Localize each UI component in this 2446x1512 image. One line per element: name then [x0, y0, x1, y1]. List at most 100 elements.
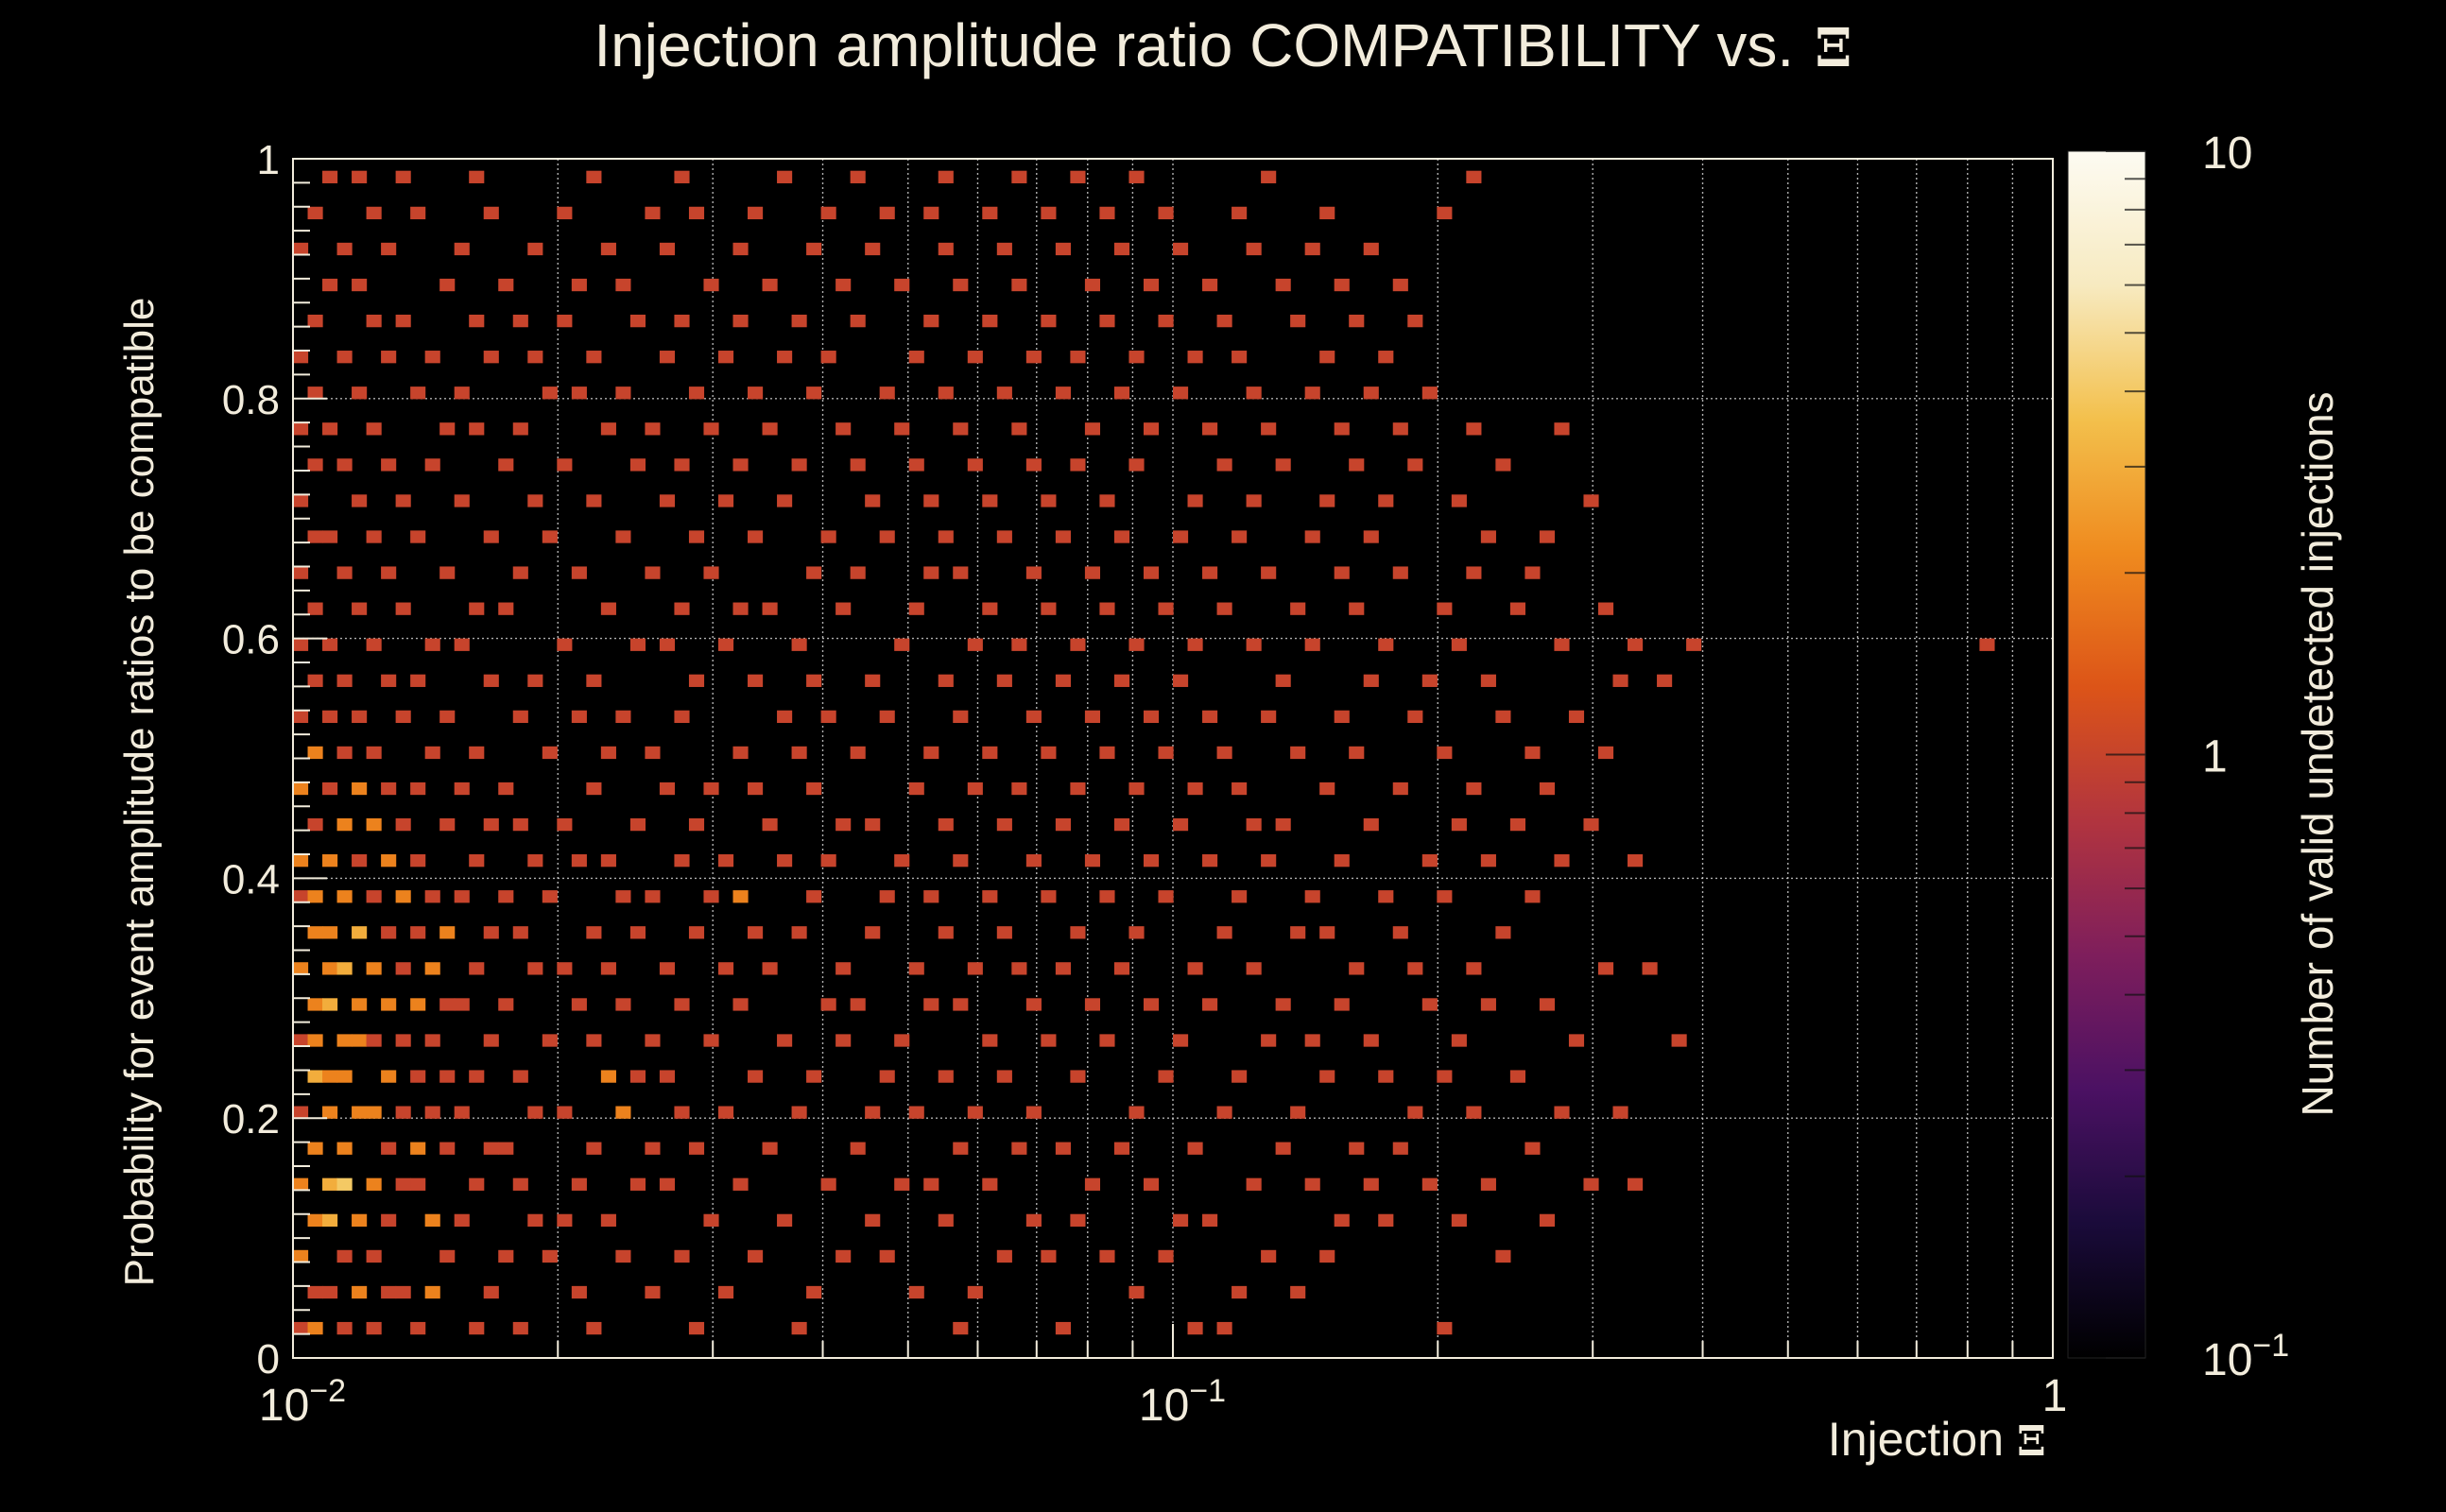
heatmap-cell: [381, 458, 397, 472]
heatmap-cell: [307, 998, 323, 1011]
heatmap-cell: [469, 602, 485, 615]
heatmap-cell: [571, 1177, 587, 1191]
heatmap-cell: [424, 1034, 440, 1047]
heatmap-cell: [777, 1213, 793, 1228]
heatmap-cell: [1055, 1142, 1071, 1155]
heatmap-cell: [293, 1321, 309, 1335]
heatmap-cell: [1407, 1106, 1423, 1119]
heatmap-cell: [293, 1106, 309, 1119]
heatmap-cell: [424, 962, 440, 975]
heatmap-cell: [512, 817, 528, 832]
heatmap-cell: [469, 854, 485, 868]
heatmap-cell: [923, 998, 939, 1011]
heatmap-cell: [806, 242, 822, 256]
heatmap-cell: [307, 1213, 323, 1228]
heatmap-cell: [307, 530, 323, 543]
heatmap-cell: [1113, 962, 1130, 975]
heatmap-cell: [1437, 206, 1453, 220]
heatmap-cell: [688, 206, 705, 220]
heatmap-cell: [1466, 1106, 1482, 1119]
heatmap-cell: [322, 1177, 338, 1191]
heatmap-cell: [1628, 854, 1644, 868]
heatmap-cell: [996, 242, 1012, 256]
heatmap-cell: [953, 998, 969, 1011]
heatmap-cell: [352, 170, 368, 183]
heatmap-cell: [820, 854, 836, 868]
heatmap-cell: [571, 998, 587, 1011]
heatmap-cell: [322, 1213, 338, 1228]
heatmap-cell: [1173, 530, 1189, 543]
heatmap-cell: [1143, 278, 1160, 292]
heatmap-cell: [1041, 314, 1057, 328]
heatmap-cell: [1099, 602, 1115, 615]
heatmap-cell: [600, 1213, 616, 1228]
heatmap-cell: [615, 710, 631, 724]
heatmap-cell: [381, 242, 397, 256]
heatmap-cell: [777, 170, 793, 183]
heatmap-cell: [1261, 1034, 1277, 1047]
heatmap-cell: [674, 998, 690, 1011]
heatmap-cell: [557, 1106, 573, 1119]
heatmap-cell: [542, 890, 558, 903]
heatmap-cell: [1246, 638, 1262, 651]
heatmap-cell: [1319, 494, 1335, 507]
heatmap-cell: [1187, 351, 1203, 364]
heatmap-cell: [982, 314, 998, 328]
heatmap-cell: [894, 1034, 910, 1047]
heatmap-cell: [820, 1177, 836, 1191]
heatmap-cell: [410, 387, 426, 400]
heatmap-cell: [542, 746, 558, 760]
heatmap-cell: [1290, 926, 1306, 939]
heatmap-cell: [688, 530, 705, 543]
heatmap-cell: [336, 962, 353, 975]
heatmap-cell: [1421, 1177, 1438, 1191]
heatmap-cell: [1246, 962, 1262, 975]
y-tick-label: 0.8: [222, 377, 280, 423]
heatmap-cell: [1246, 387, 1262, 400]
heatmap-cell: [1628, 638, 1644, 651]
heatmap-cell: [748, 206, 764, 220]
heatmap-cell: [820, 351, 836, 364]
heatmap-cell: [366, 1249, 382, 1263]
heatmap-cell: [307, 458, 323, 472]
heatmap-cell: [923, 206, 939, 220]
heatmap-cell: [806, 674, 822, 687]
heatmap-cell: [322, 530, 338, 543]
heatmap-cell: [307, 1142, 323, 1155]
heatmap-cell: [483, 674, 499, 687]
heatmap-cell: [806, 566, 822, 579]
heatmap-cell: [1554, 638, 1570, 651]
heatmap-cell: [381, 782, 397, 796]
heatmap-cell: [1246, 1177, 1262, 1191]
heatmap-cell: [835, 602, 852, 615]
heatmap-cell: [307, 926, 323, 939]
heatmap-cell: [996, 530, 1012, 543]
colorbar-tick-label: 1: [2202, 732, 2228, 782]
heatmap-cell: [1319, 1070, 1335, 1083]
heatmap-cell: [1407, 458, 1423, 472]
heatmap-cell: [557, 314, 573, 328]
heatmap-cell: [1173, 817, 1189, 832]
heatmap-cell: [967, 638, 983, 651]
heatmap-cell: [938, 1070, 954, 1083]
heatmap-cell: [1290, 1106, 1306, 1119]
heatmap-cell: [1202, 854, 1218, 868]
heatmap-cell: [322, 710, 338, 724]
heatmap-cell: [586, 1034, 602, 1047]
heatmap-cell: [454, 494, 470, 507]
heatmap-cell: [1421, 854, 1438, 868]
heatmap-cell: [1275, 998, 1291, 1011]
heatmap-cell: [454, 890, 470, 903]
heatmap-cell: [629, 926, 646, 939]
heatmap-cell: [938, 817, 954, 832]
heatmap-cell: [483, 206, 499, 220]
heatmap-cell: [1349, 602, 1365, 615]
heatmap-cell: [1261, 710, 1277, 724]
heatmap-cell: [381, 1213, 397, 1228]
heatmap-cell: [629, 314, 646, 328]
heatmap-cell: [820, 206, 836, 220]
heatmap-cell: [938, 926, 954, 939]
heatmap-cell: [469, 1321, 485, 1335]
heatmap-cell: [498, 278, 514, 292]
heatmap-cell: [1143, 998, 1160, 1011]
